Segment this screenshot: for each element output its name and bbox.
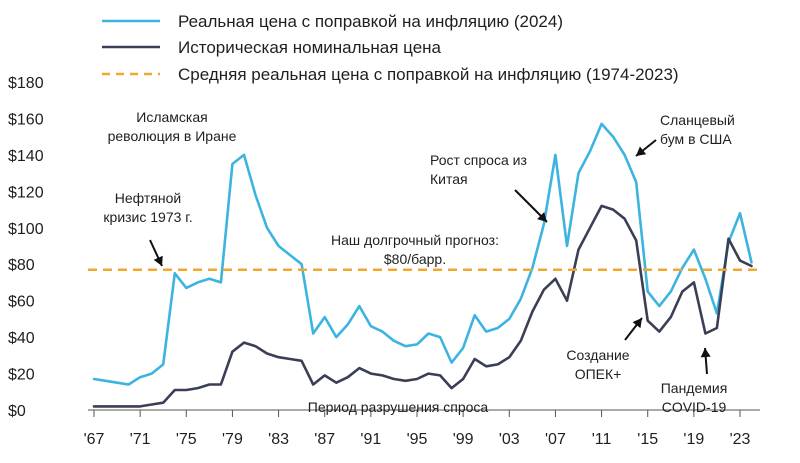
annotation-text: Китая [430,171,468,187]
y-tick-label: $100 [8,221,44,238]
x-tick-label: '91 [360,431,381,448]
x-tick-label: '75 [176,431,197,448]
annotation-iran: Исламская революция в Иране [108,109,237,144]
annotation-text: Рост спроса из [430,152,527,168]
x-tick-label: '19 [683,431,704,448]
legend-label-real-price: Реальная цена с поправкой на инфляцию (2… [178,12,563,31]
x-tick-label: '83 [268,431,289,448]
x-tick-label: '15 [637,431,658,448]
annotation-forecast: Наш долгрочный прогноз: $80/барр. [331,232,499,267]
annotation-text: COVID-19 [662,399,727,415]
annotation-text: $80/барр. [384,251,446,267]
annotation-text: ОПЕК+ [575,366,622,382]
x-tick-label: '23 [730,431,751,448]
annotation-text: Нефтяной [115,190,181,206]
y-tick-label: $180 [8,75,44,92]
y-axis: $0 $20 $40 $60 $80 $100 $120 $140 $160 $180 [8,75,44,420]
real-price-line [92,122,753,386]
annotation-opec: Создание ОПЕК+ [566,317,643,382]
annotation-oil-crisis: Нефтяной кризис 1973 г. [103,190,193,267]
x-tick-label: '79 [222,431,243,448]
annotation-arrow-head [537,212,547,222]
annotation-text: Наш долгрочный прогноз: [331,232,499,248]
x-tick-label: '67 [84,431,105,448]
x-tick-label: '87 [314,431,335,448]
annotation-shale: Сланцевый бум в США [635,112,735,157]
annotation-arrow-head [632,318,642,329]
legend-label-average-line: Средняя реальная цена с поправкой на инф… [178,65,679,84]
x-tick-label: '11 [592,431,612,448]
annotations: Нефтяной кризис 1973 г. Исламская революция… [103,109,734,415]
annotation-arrow-head [636,146,647,156]
x-tick-label: '95 [407,431,428,448]
annotation-text: Период разрушения спроса [308,399,489,415]
annotation-covid: Пандемия COVID-19 [661,347,728,415]
y-tick-label: $140 [8,148,44,165]
x-tick-label: '07 [545,431,566,448]
y-tick-label: $0 [8,403,26,420]
annotation-text: революция в Иране [108,128,237,144]
nominal-price-line [92,204,753,408]
annotation-demand: Период разрушения спроса [308,399,489,415]
y-tick-label: $120 [8,184,44,201]
y-tick-label: $40 [8,330,35,347]
annotation-text: бум в США [660,131,732,147]
y-tick-label: $80 [8,257,35,274]
x-tick-label: '71 [130,431,151,448]
annotation-china: Рост спроса из Китая [430,152,548,223]
annotation-text: Сланцевый [660,112,735,128]
annotation-text: Исламская [136,109,207,125]
x-tick-label: '99 [453,431,474,448]
annotation-text: Пандемия [661,380,728,396]
x-tick-label: '03 [499,431,520,448]
y-tick-label: $20 [8,367,35,384]
annotation-text: Создание [566,347,629,363]
x-axis: '67 '71 '75 '79 '83 '87 '91 '95 '99 '03 '07 '11 '15 '… [84,409,760,448]
annotation-arrow-head [700,348,711,358]
legend-label-nominal-price: Историческая номинальная цена [178,38,442,57]
y-tick-label: $160 [8,111,44,128]
legend: Реальная цена с поправкой на инфляцию (2… [102,12,679,84]
y-tick-label: $60 [8,294,35,311]
annotation-arrow-head [153,255,163,266]
series-group [92,122,753,408]
annotation-text: кризис 1973 г. [103,209,192,225]
